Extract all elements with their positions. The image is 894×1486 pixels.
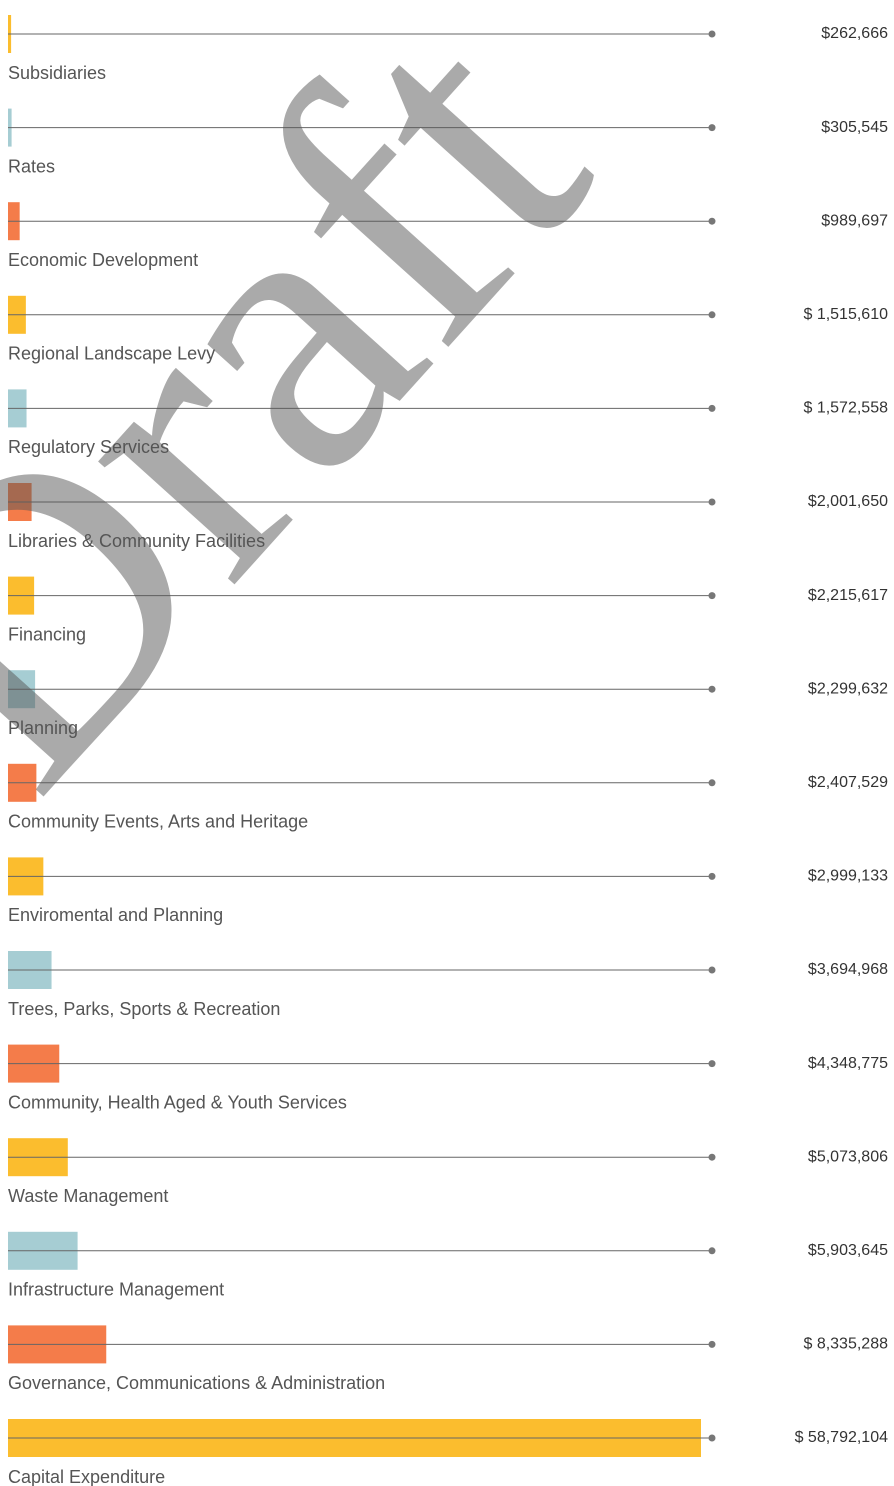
watermark: Draft	[0, 0, 666, 863]
leader-dot	[708, 311, 716, 319]
leader-dot	[708, 1340, 716, 1348]
category-label: Capital Expenditure	[8, 1467, 165, 1486]
category-label: Planning	[8, 718, 78, 738]
value-label: $989,697	[821, 212, 888, 229]
leader-dot	[708, 685, 716, 693]
category-label: Trees, Parks, Sports & Recreation	[8, 999, 280, 1019]
value-label: $ 8,335,288	[803, 1336, 888, 1353]
value-label: $3,694,968	[808, 961, 888, 978]
category-label: Subsidiaries	[8, 63, 106, 83]
category-label: Community Events, Arts and Heritage	[8, 812, 308, 832]
leader-dot	[708, 1434, 716, 1442]
value-label: $2,001,650	[808, 493, 888, 510]
leader-dot	[708, 1247, 716, 1255]
category-label: Financing	[8, 624, 86, 644]
category-label: Rates	[8, 156, 55, 176]
leader-dot	[708, 498, 716, 506]
value-label: $305,545	[821, 119, 888, 136]
leader-dot	[708, 1153, 716, 1161]
leader-dot	[708, 404, 716, 412]
leader-dot	[708, 872, 716, 880]
value-label: $2,999,133	[808, 868, 888, 885]
value-label: $ 1,515,610	[803, 306, 888, 323]
value-label: $5,073,806	[808, 1148, 888, 1165]
category-label: Infrastructure Management	[8, 1280, 224, 1300]
leader-dot	[708, 124, 716, 132]
value-label: $2,215,617	[808, 587, 888, 604]
value-label: $ 58,792,104	[795, 1429, 889, 1446]
leader-dot	[708, 30, 716, 38]
value-label: $262,666	[821, 25, 888, 42]
category-label: Libraries & Community Facilities	[8, 531, 265, 551]
leader-dot	[708, 779, 716, 787]
leader-dot	[708, 966, 716, 974]
value-label: $ 1,572,558	[803, 400, 888, 417]
category-label: Enviromental and Planning	[8, 905, 223, 925]
category-label: Governance, Communications & Administrat…	[8, 1373, 385, 1393]
value-label: $5,903,645	[808, 1242, 888, 1259]
category-label: Waste Management	[8, 1186, 168, 1206]
category-label: Economic Development	[8, 250, 198, 270]
value-label: $2,407,529	[808, 774, 888, 791]
leader-dot	[708, 592, 716, 600]
value-label: $4,348,775	[808, 1055, 888, 1072]
leader-dot	[708, 217, 716, 225]
category-label: Regional Landscape Levy	[8, 344, 215, 364]
leader-dot	[708, 1060, 716, 1068]
category-label: Regulatory Services	[8, 437, 169, 457]
category-label: Community, Health Aged & Youth Services	[8, 1092, 347, 1112]
value-label: $2,299,632	[808, 680, 888, 697]
